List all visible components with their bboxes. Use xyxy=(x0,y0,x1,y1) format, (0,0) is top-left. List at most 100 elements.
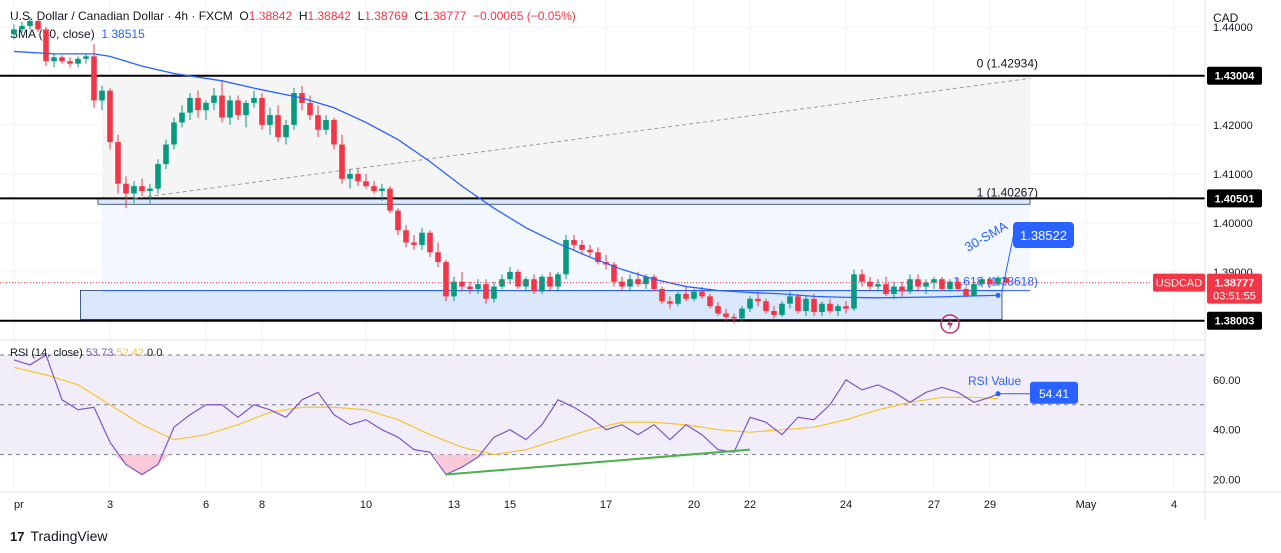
x-tick-label: 3 xyxy=(107,499,113,511)
candle-body xyxy=(987,279,993,285)
candle-body xyxy=(275,115,281,138)
rsi-legend-value: 53.73 xyxy=(86,347,117,359)
sma-callout-value: 1.38522 xyxy=(1020,228,1067,243)
candle-body xyxy=(131,186,137,194)
candle-body xyxy=(483,284,489,299)
candle-body xyxy=(667,301,673,304)
price-zones: 0 (1.42934)1 (1.40267)1.618 (1.38618) xyxy=(0,57,1205,322)
fib-trend-line xyxy=(133,77,1031,199)
candle-body xyxy=(267,115,273,125)
tradingview-logo-icon: 17 xyxy=(10,528,25,544)
candle-body xyxy=(1003,277,1009,283)
level-price-box xyxy=(1207,66,1262,85)
x-tick-label: 22 xyxy=(744,499,756,511)
sma-line xyxy=(13,50,999,299)
candle-body xyxy=(659,289,665,302)
candle-body xyxy=(243,102,249,116)
x-tick-label: 8 xyxy=(259,499,265,511)
rsi-line xyxy=(13,354,999,476)
candle-body xyxy=(699,291,705,297)
x-tick-label: pr xyxy=(14,499,24,511)
candle-body xyxy=(379,188,385,192)
candle-body xyxy=(235,100,241,116)
candle-body xyxy=(227,100,233,118)
candle-body xyxy=(187,97,193,113)
candle-body xyxy=(643,276,649,285)
sma-value: 1.38515 xyxy=(101,27,145,41)
candle-body xyxy=(947,281,953,290)
candle-body xyxy=(99,90,105,101)
level-price-label: 1.38003 xyxy=(1215,316,1255,328)
lightning-glyph-icon xyxy=(947,318,953,330)
candle-body xyxy=(91,56,97,101)
candle-body xyxy=(587,249,593,253)
candle-body xyxy=(883,284,889,294)
candle-body xyxy=(27,21,33,26)
close-value: 1.38777 xyxy=(422,9,467,23)
candle-body xyxy=(387,188,393,211)
candle-body xyxy=(579,244,585,250)
candle-body xyxy=(531,279,537,292)
candle-body xyxy=(11,29,17,35)
x-tick-label: 24 xyxy=(840,499,852,511)
candle-body xyxy=(251,97,257,103)
candle-body xyxy=(403,230,409,243)
candle-body xyxy=(59,57,65,62)
level-price-label: 1.40501 xyxy=(1215,193,1255,205)
x-tick-label: 10 xyxy=(360,499,372,511)
candle-body xyxy=(827,303,833,312)
support-zone xyxy=(80,290,1003,320)
candle-body xyxy=(67,61,73,64)
fib-label-1: 1 (1.40267) xyxy=(977,185,1038,199)
candle-body xyxy=(427,232,433,253)
level-price-label: 1.43004 xyxy=(1215,71,1256,83)
rsi-pane: RSI Value 54.41 RSI (14, close) 53.73 52.4… xyxy=(0,339,1205,476)
low-label: L xyxy=(357,9,365,23)
candle-body xyxy=(491,286,497,299)
rsi-legend-extra: 0 xyxy=(147,347,156,359)
candle-body xyxy=(355,173,361,182)
candle-body xyxy=(963,289,969,296)
rsi-ma-line xyxy=(13,366,999,456)
rsi-oversold-fill xyxy=(434,454,490,475)
brand-name: TradingView xyxy=(30,528,108,544)
candle-body xyxy=(19,25,25,30)
candle-body xyxy=(507,271,513,280)
candle-body xyxy=(259,97,265,125)
candle-body xyxy=(787,296,793,304)
rsi-y-tick-label: 20.00 xyxy=(1213,475,1241,487)
candle-body xyxy=(875,284,881,287)
candle-body xyxy=(939,279,945,290)
candle-body xyxy=(731,316,737,319)
low-value: 1.38769 xyxy=(364,9,408,23)
x-tick-label: 6 xyxy=(203,499,209,511)
rsi-y-tick-label: 60.00 xyxy=(1213,375,1241,387)
candle-body xyxy=(995,277,1001,285)
symbol-tag: USDCAD xyxy=(1156,278,1203,290)
candle-body xyxy=(35,21,41,30)
candle-body xyxy=(971,284,977,296)
candle-body xyxy=(171,122,177,145)
candle-body xyxy=(139,186,145,192)
candle-body xyxy=(179,112,185,123)
candle-body xyxy=(363,181,369,187)
sma-legend: SMA (30, close) 1.38515 xyxy=(10,27,145,41)
level-price-box xyxy=(1207,311,1262,330)
candle-body xyxy=(955,281,961,290)
rsi-callout-value: 54.41 xyxy=(1039,387,1069,401)
candle-body xyxy=(219,95,225,118)
candle-body xyxy=(803,298,809,312)
last-price-label: 1.38777 xyxy=(1215,278,1255,290)
candle-body xyxy=(283,124,289,138)
candle-body xyxy=(211,95,217,103)
symbol-title: U.S. Dollar / Canadian Dollar · 4h · FXC… xyxy=(10,9,233,23)
candle-body xyxy=(771,311,777,315)
candle-body xyxy=(147,188,153,192)
x-tick-label: 15 xyxy=(504,499,516,511)
candle-body xyxy=(555,274,561,287)
open-value: 1.38842 xyxy=(248,9,293,23)
candle-body xyxy=(315,115,321,130)
rsi-legend: RSI (14, close) 53.73 52.42 0 0 xyxy=(10,347,162,359)
candle-body xyxy=(595,252,601,263)
